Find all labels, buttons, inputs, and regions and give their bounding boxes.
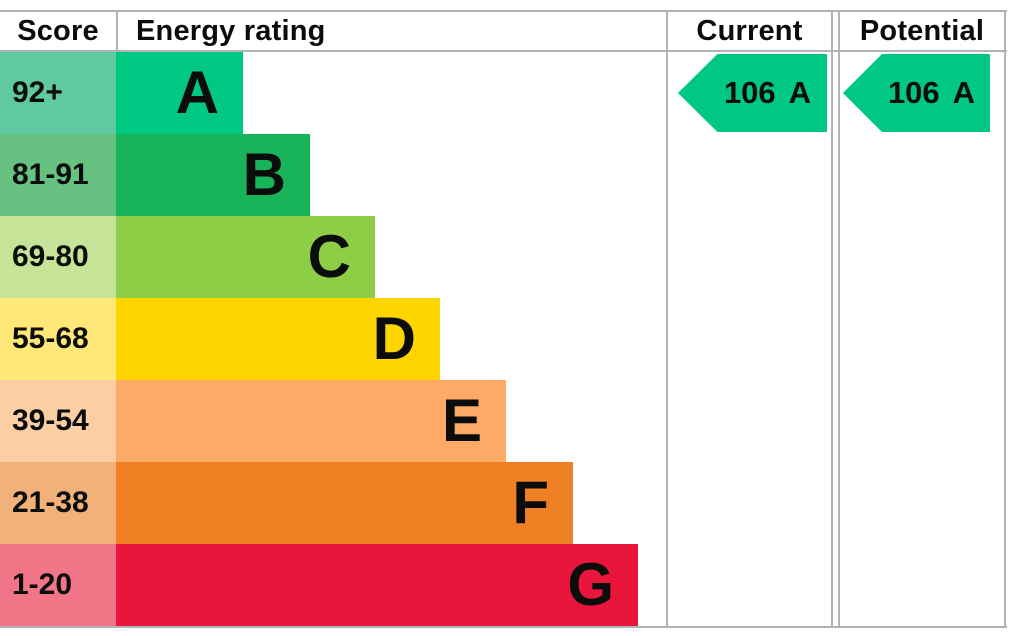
rating-bar-g: G — [116, 544, 638, 626]
rating-bar-d: D — [116, 298, 440, 380]
potential-band-letter: A — [952, 75, 976, 110]
band-row-b: 81-91 B — [0, 134, 666, 216]
potential-score-value: 106 — [887, 75, 940, 110]
rating-letter-f: F — [512, 469, 549, 536]
score-range-f: 21-38 — [0, 462, 116, 544]
rating-letter-a: A — [175, 59, 219, 126]
band-row-g: 1-20 G — [0, 544, 666, 626]
rating-bar-a: A — [116, 52, 243, 134]
header-separator-line — [0, 50, 1007, 52]
rating-letter-b: B — [242, 141, 286, 208]
potential-column: Potential — [838, 10, 1006, 628]
rating-letter-g: G — [567, 551, 614, 618]
band-row-f: 21-38 F — [0, 462, 666, 544]
current-column: Current — [666, 10, 833, 628]
band-row-d: 55-68 D — [0, 298, 666, 380]
score-range-a: 92+ — [0, 52, 116, 134]
score-range-b: 81-91 — [0, 134, 116, 216]
score-range-c: 69-80 — [0, 216, 116, 298]
current-band-letter: A — [788, 75, 812, 110]
band-row-a: 92+ A — [0, 52, 666, 134]
band-row-e: 39-54 E — [0, 380, 666, 462]
score-range-g: 1-20 — [0, 544, 116, 626]
energy-rating-column-header: Energy rating — [136, 14, 326, 47]
bottom-border-line — [0, 626, 1007, 628]
score-column-header: Score — [17, 14, 99, 47]
rating-bar-e: E — [116, 380, 506, 462]
current-score-value: 106 — [723, 75, 776, 110]
score-range-d: 55-68 — [0, 298, 116, 380]
potential-column-header: Potential — [859, 14, 985, 47]
rating-letter-c: C — [307, 223, 351, 290]
score-range-e: 39-54 — [0, 380, 116, 462]
rating-bar-b: B — [116, 134, 310, 216]
current-column-header: Current — [696, 14, 803, 47]
score-header-divider — [116, 10, 118, 50]
top-border-line — [0, 10, 1007, 12]
rating-letter-e: E — [441, 387, 482, 454]
rating-bar-f: F — [116, 462, 573, 544]
rating-bar-c: C — [116, 216, 375, 298]
rating-bands: 92+ A 81-91 B 69-80 C 55-68 D 39-54 E 21… — [0, 52, 666, 626]
band-row-c: 69-80 C — [0, 216, 666, 298]
rating-letter-d: D — [372, 305, 416, 372]
